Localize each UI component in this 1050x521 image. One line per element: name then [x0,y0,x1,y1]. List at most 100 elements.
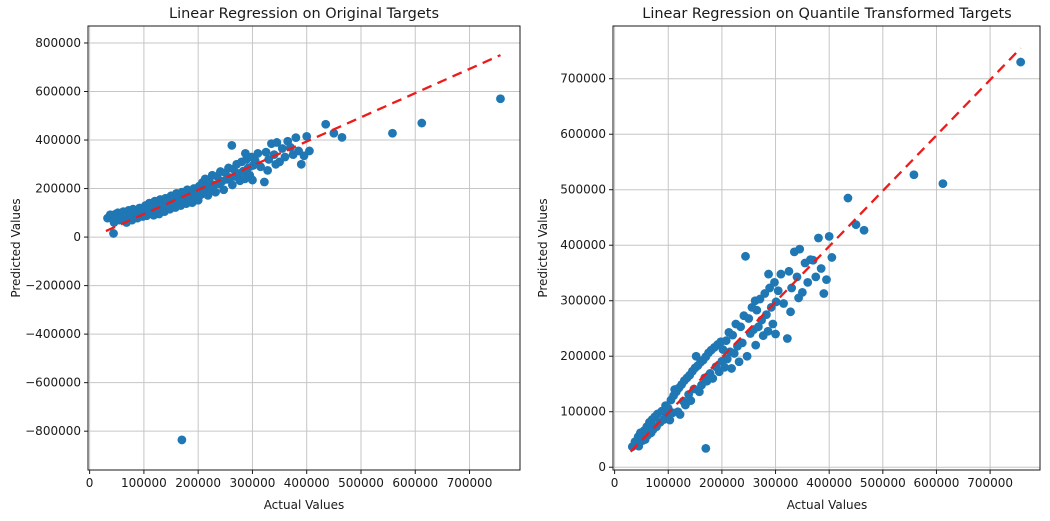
scatter-point [751,340,761,350]
scatter-point [787,283,797,293]
scatter-point [786,307,795,317]
x-tick-label: 200000 [699,476,745,490]
scatter-point [329,128,339,138]
scatter-point [814,233,823,243]
scatter-point [721,336,731,346]
right-yaxis-label: Predicted Values [536,198,550,298]
scatter-point [753,322,763,332]
scatter-point [771,329,780,339]
y-tick-label: 700000 [560,72,606,86]
scatter-point [764,269,773,279]
scatter-point [694,387,704,397]
y-tick-label: 200000 [35,182,81,196]
scatter-point [909,170,919,180]
scatter-point [811,272,821,282]
scatter-point [792,272,802,282]
y-tick-label: 100000 [560,405,606,419]
scatter-point [795,244,805,254]
axes-box [87,25,521,471]
scatter-point [744,314,754,323]
y-tick-label: 600000 [560,127,606,141]
scatter-point [305,146,314,156]
scatter-point [827,253,837,262]
scatter-point [819,289,829,298]
scatter-point [742,351,752,361]
scatter-point [675,410,685,419]
scatter-point [261,147,271,157]
scatter-point [708,374,718,383]
x-tick-label: 100000 [645,476,691,490]
scatter-point [253,148,263,158]
y-tick-label: 0 [73,230,81,244]
x-tick-label: 100000 [121,476,167,490]
scatter-point [109,229,118,238]
x-tick-label: 500000 [338,476,384,490]
x-tick-label: 400000 [284,476,330,490]
y-tick-label: −800000 [25,424,81,438]
y-tick-label: 400000 [560,238,606,252]
scatter-point [824,231,834,241]
left-yaxis-label: Predicted Values [9,198,23,298]
x-tick-label: 500000 [860,476,906,490]
scatter-point [219,185,229,195]
scatter-point [321,119,331,129]
scatter-point [686,396,696,406]
y-tick-label: 0 [598,460,606,474]
x-tick-label: 600000 [392,476,438,490]
scatter-point [729,349,739,358]
x-tick-label: 300000 [753,476,799,490]
identity-line [105,54,501,233]
scatter-point [762,310,771,319]
scatter-point [665,415,675,425]
axes-box [612,25,1041,471]
scatter-point [263,165,273,175]
scatter-point [816,264,826,273]
x-tick-label: 400000 [806,476,852,490]
y-tick-label: 200000 [560,349,606,363]
y-tick-label: 500000 [560,183,606,197]
scatter-point [302,131,312,141]
scatter-point [203,190,213,200]
scatter-point [734,357,744,367]
y-tick-label: 400000 [35,133,81,147]
y-tick-label: −400000 [25,327,81,341]
scatter-point [737,338,747,348]
right-xaxis-label: Actual Values [786,498,868,512]
x-tick-label: 700000 [967,476,1013,490]
scatter-point [938,179,948,189]
scatter-point [784,266,794,276]
scatter-point [763,326,773,336]
scatter-point [736,322,746,332]
scatter-point [211,187,220,197]
scatter-point [770,278,779,287]
scatter-point [822,275,831,285]
x-tick-label: 600000 [914,476,960,490]
scatter-point [727,364,736,373]
scatter-point [782,334,792,343]
left-plot-title: Linear Regression on Original Targets [168,6,440,22]
scatter-point [177,435,187,445]
scatter-point [843,193,853,203]
scatter-point [776,269,786,279]
scatter-point [248,175,257,185]
left-xaxis-label: Actual Values [263,498,345,512]
scatter-point [280,152,290,162]
scatter-point [752,305,762,315]
scatter-point [277,144,287,153]
x-tick-label: 0 [611,476,619,490]
scatter-point [701,443,711,453]
x-tick-label: 0 [86,476,94,490]
scatter-point [496,94,505,104]
scatter-point [417,118,427,128]
scatter-point [720,362,729,372]
scatter-point [859,225,869,235]
x-tick-label: 700000 [447,476,493,490]
scatter-point [1016,57,1026,67]
x-tick-label: 300000 [230,476,276,490]
scatter-point [741,251,750,261]
scatter-point [803,278,813,287]
identity-line [629,47,1022,453]
scatter-point [227,180,237,190]
